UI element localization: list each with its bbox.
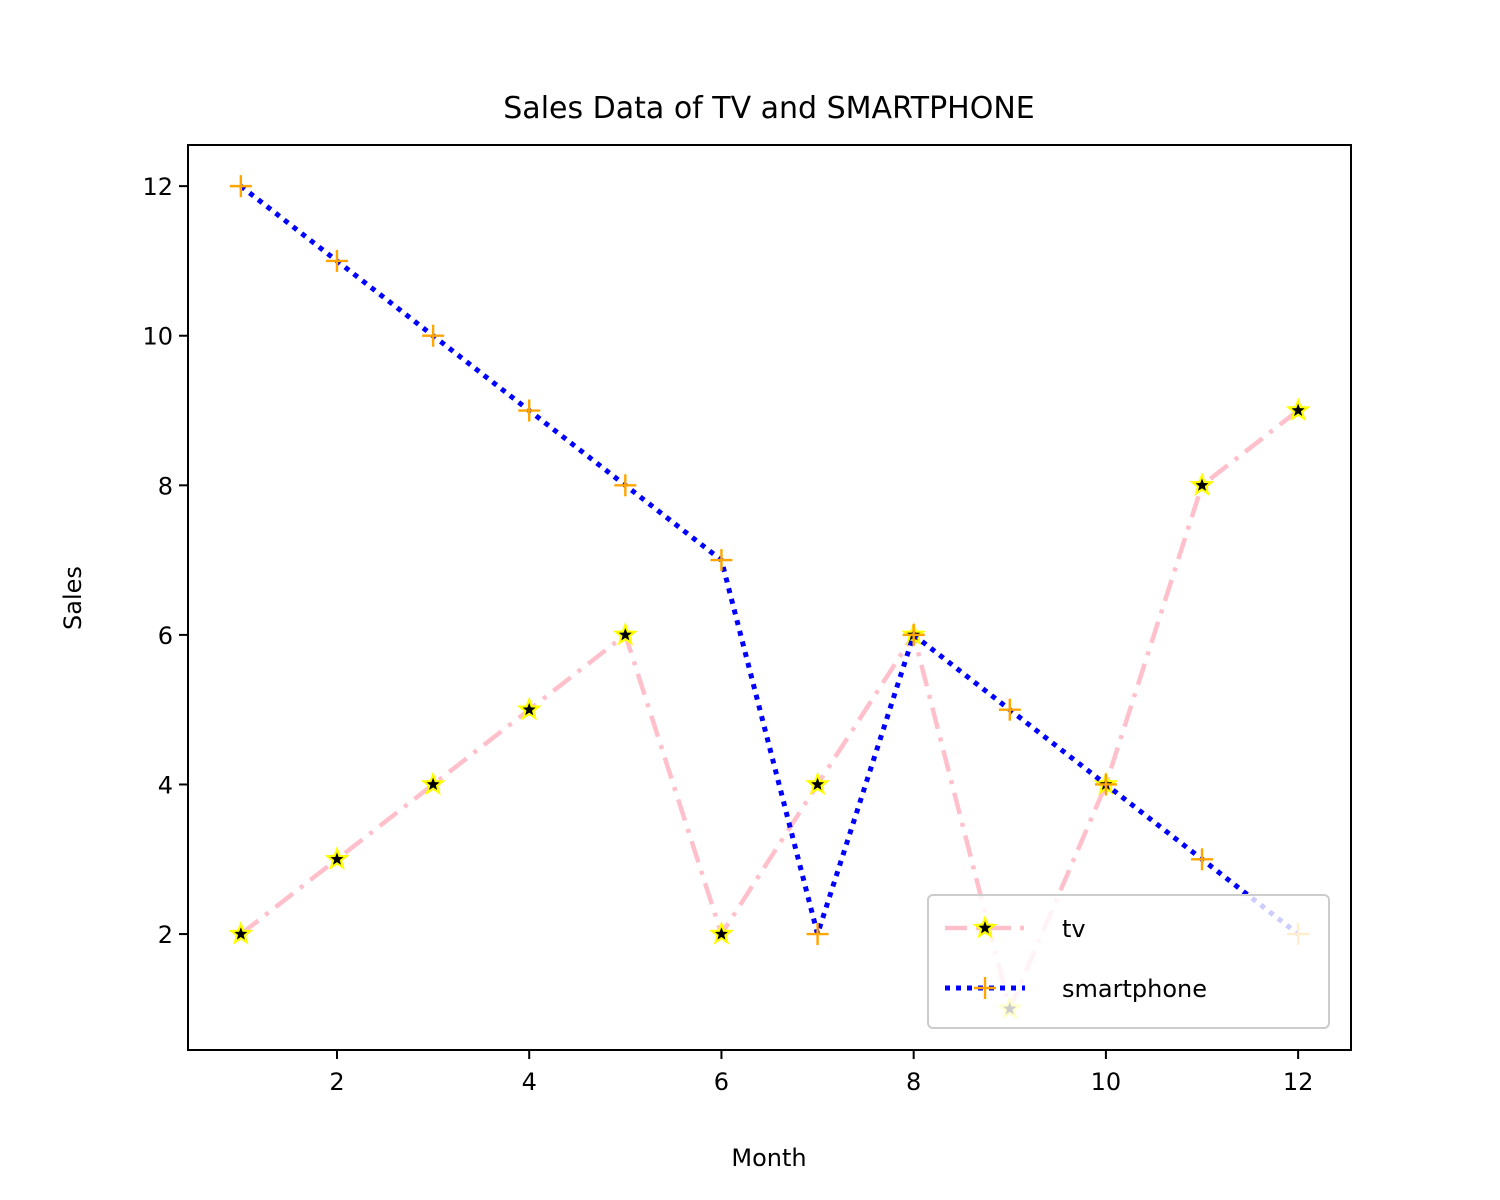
legend-swatch-marker: [972, 914, 998, 939]
y-tick-label: 8: [158, 472, 173, 500]
data-point-smartphone: [806, 923, 829, 946]
legend-box: [927, 894, 1330, 1029]
data-point-tv: [516, 696, 542, 721]
axes-frame: [187, 144, 1352, 1051]
data-point-tv: [805, 771, 831, 796]
series-line-tv: [239, 408, 1300, 1012]
legend-swatch-marker: [974, 977, 996, 999]
data-point-smartphone: [1191, 848, 1214, 871]
data-point-tv: [228, 920, 254, 945]
x-axis-label: Month: [731, 1144, 806, 1172]
plot-area: [228, 175, 1311, 1020]
data-point-tv: [324, 846, 350, 870]
axis-ticks: 2 4 6 8 10 12 2 4 6 8 10 12: [142, 173, 1313, 1096]
data-point-smartphone: [614, 474, 637, 497]
x-tick-label: 12: [1283, 1068, 1314, 1096]
x-tick-label: 2: [329, 1068, 344, 1096]
y-tick-label: 4: [158, 771, 173, 799]
data-point-smartphone: [1094, 773, 1117, 796]
x-tick-label: 6: [714, 1068, 729, 1096]
y-tick-label: 12: [142, 173, 173, 201]
data-point-tv: [612, 621, 638, 646]
data-point-smartphone: [422, 324, 445, 347]
data-point-smartphone: [998, 698, 1021, 721]
x-tick-label: 10: [1091, 1068, 1122, 1096]
data-point-tv: [1189, 472, 1215, 496]
series-smartphone: [229, 175, 1310, 946]
data-point-smartphone: [229, 175, 252, 198]
data-point-smartphone: [710, 549, 733, 572]
data-point-smartphone: [518, 399, 541, 422]
y-tick-label: 6: [158, 622, 173, 650]
x-tick-label: 4: [522, 1068, 537, 1096]
data-point-tv: [708, 920, 734, 945]
data-point-smartphone: [325, 249, 348, 272]
legend-label: tv: [1062, 915, 1086, 943]
legend-label: smartphone: [1062, 975, 1207, 1003]
data-point-tv: [1285, 397, 1311, 422]
y-tick-label: 10: [142, 323, 173, 351]
y-tick-label: 2: [158, 921, 173, 949]
y-axis-label: Sales: [59, 566, 87, 630]
series-line-smartphone: [239, 184, 1300, 937]
x-tick-label: 8: [906, 1068, 921, 1096]
legend-entry-tv: tv: [945, 914, 1086, 943]
chart-title: Sales Data of TV and SMARTPHONE: [503, 91, 1034, 126]
data-point-smartphone: [902, 623, 925, 646]
data-point-tv: [420, 771, 446, 796]
legend-entry-smartphone: smartphone: [945, 975, 1207, 1003]
legend: tv smartphone: [927, 894, 1330, 1029]
